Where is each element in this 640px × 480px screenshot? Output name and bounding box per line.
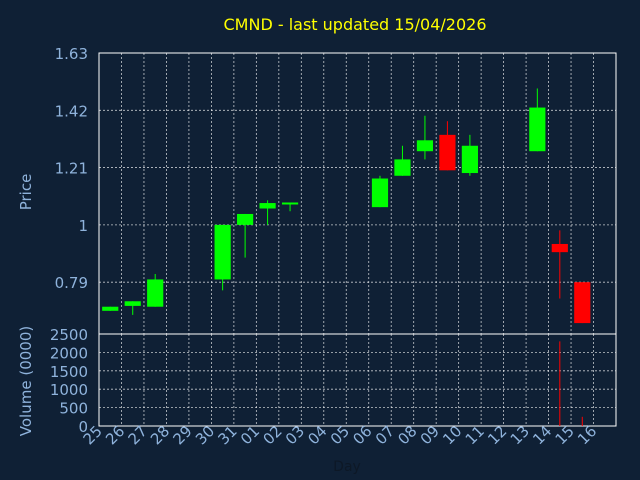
price-tick-label: 1: [78, 217, 88, 235]
candle-body: [416, 140, 434, 152]
volume-bars: [559, 341, 583, 426]
candle-body: [214, 224, 231, 280]
axis-ticks: 0.7911.211.421.6305001000150020002500252…: [50, 45, 601, 448]
price-axis-label: Price: [17, 174, 35, 211]
volume-tick-label: 2500: [50, 326, 88, 344]
price-tick-label: 1.42: [55, 102, 88, 120]
volume-panel: [98, 333, 617, 427]
price-panel: [98, 52, 617, 335]
volume-tick-label: 1500: [50, 363, 88, 381]
x-axis-label: Day: [333, 459, 361, 475]
candle-body: [281, 202, 299, 205]
volume-tick-label: 2000: [50, 344, 88, 362]
candle-body: [439, 134, 456, 171]
candle-body: [529, 107, 546, 152]
candle-body: [237, 213, 254, 225]
price-tick-label: 1.21: [55, 160, 88, 178]
price-tick-label: 1.63: [55, 45, 88, 63]
candle-body: [147, 279, 164, 307]
volume-axis-label: Volume (0000): [17, 326, 35, 436]
candles: [102, 88, 591, 324]
candle-body: [461, 145, 478, 174]
candle-body: [259, 203, 276, 209]
candle-body: [394, 159, 411, 176]
price-tick-label: 0.79: [55, 274, 88, 292]
candle-body: [102, 306, 119, 311]
candle-body: [371, 178, 389, 208]
grid-lines: [99, 53, 616, 426]
volume-tick-label: 0: [78, 418, 88, 436]
chart-title: CMND - last updated 15/04/2026: [224, 15, 487, 34]
volume-tick-label: 1000: [50, 381, 88, 399]
price-plot-frame: [98, 52, 617, 335]
volume-tick-label: 500: [59, 400, 88, 418]
volume-plot-frame: [98, 333, 617, 427]
candle-body: [574, 282, 591, 324]
candle-body: [124, 301, 141, 306]
candle-body: [551, 243, 568, 253]
